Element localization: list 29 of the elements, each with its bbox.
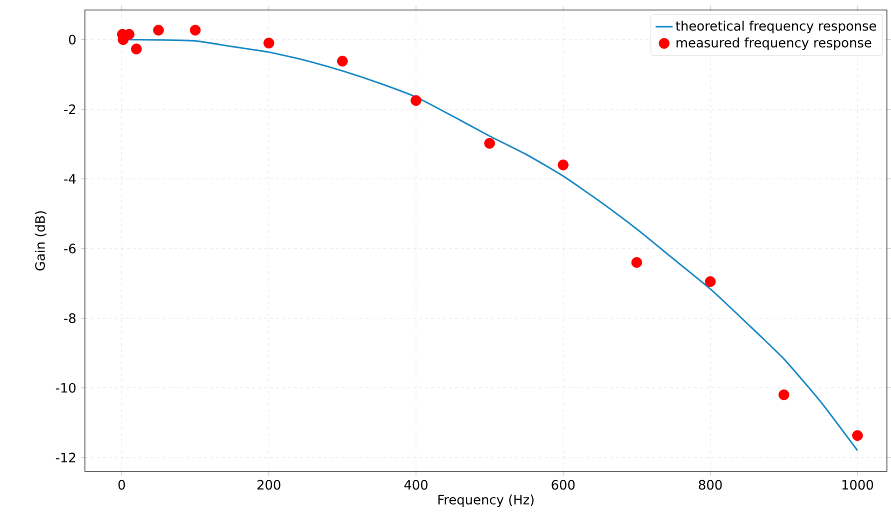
point xyxy=(852,430,863,441)
point xyxy=(263,38,274,48)
y-axis-title: Gain (dB) xyxy=(34,211,46,270)
x-tick-label: 200 xyxy=(257,480,280,490)
y-tick-label: -6 xyxy=(64,243,76,254)
y-tick-label: -4 xyxy=(64,174,76,184)
y-tick-label: -8 xyxy=(64,313,76,323)
point xyxy=(410,94,422,106)
point xyxy=(558,159,569,170)
point xyxy=(704,276,716,287)
y-tick-label: -2 xyxy=(64,104,76,114)
x-tick-label: 0 xyxy=(118,480,125,490)
x-axis-title: Frequency (Hz) xyxy=(438,494,534,507)
point xyxy=(484,138,495,149)
point xyxy=(778,389,790,400)
y-tick-label: 0 xyxy=(69,34,76,44)
point xyxy=(131,43,142,54)
x-tick-label: 800 xyxy=(698,480,722,490)
legend-label: theoretical frequency response xyxy=(676,20,876,34)
x-tick-label: 600 xyxy=(552,480,575,490)
x-tick-label: 1000 xyxy=(842,480,874,490)
legend-label: measured frequency response xyxy=(676,37,872,50)
point xyxy=(337,56,348,66)
point xyxy=(153,24,164,36)
point xyxy=(631,256,642,268)
y-tick-label: -10 xyxy=(56,382,76,393)
x-tick-label: 400 xyxy=(404,480,428,490)
y-tick-label: -12 xyxy=(56,452,76,462)
point xyxy=(190,24,201,36)
